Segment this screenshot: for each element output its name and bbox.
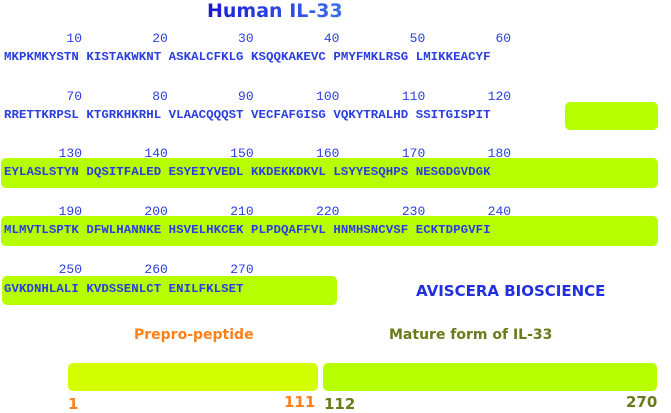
prepro-end: 111 [284, 393, 316, 411]
mature-highlight-row4 [1, 216, 658, 246]
residue-numbers-row2: 70 80 90 100 110 120 [4, 89, 512, 104]
prepro-bar [68, 363, 318, 391]
mature-bar [323, 363, 657, 391]
sequence-row4: MLMVTLSPTK DFWLHANNKE HSVELHKCEK PLPDQAF… [4, 223, 491, 237]
prepro-start: 1 [68, 395, 79, 413]
brand-label: AVISCERA BIOSCIENCE [416, 282, 606, 300]
residue-numbers-row4: 190 200 210 220 230 240 [4, 204, 512, 219]
residue-numbers-row5: 250 260 270 [4, 262, 254, 277]
sequence-row3: EYLASLSTYN DQSITFALED ESYEIYVEDL KKDEKKD… [4, 165, 491, 179]
prepro-label: Prepro-peptide [134, 327, 254, 343]
mature-start: 112 [324, 395, 356, 413]
mature-end: 270 [626, 393, 658, 411]
residue-numbers-row1: 10 20 30 40 50 60 [4, 31, 512, 46]
sequence-row5: GVKDNHLALI KVDSSENLCT ENILFKLSET [4, 282, 244, 296]
mature-highlight-row3 [1, 158, 658, 188]
residue-numbers-row3: 130 140 150 160 170 180 [4, 146, 512, 161]
page-title: Human IL-33 [207, 0, 343, 22]
mature-highlight-row2 [565, 102, 658, 130]
sequence-row1: MKPKMKYSTN KISTAKWKNT ASKALCFKLG KSQQKAK… [4, 50, 491, 64]
mature-highlight-row5 [2, 276, 337, 305]
sequence-row2: RRETTKRPSL KTGRKHKRHL VLAACQQQST VECFAFG… [4, 108, 491, 122]
mature-label: Mature form of IL-33 [389, 327, 553, 343]
